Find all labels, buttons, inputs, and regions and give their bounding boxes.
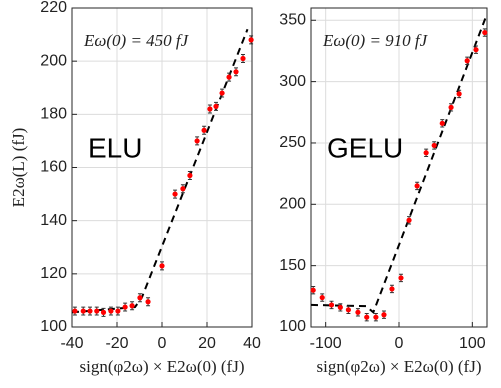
data-point (180, 186, 186, 192)
data-point (115, 308, 121, 314)
x-tick-label: 40 (243, 335, 261, 352)
data-point (145, 299, 151, 305)
panel-label: GELU (327, 132, 403, 163)
data-point (248, 37, 254, 43)
x-axis-label: sign(φ2ω) × E2ω(0) (fJ) (80, 357, 245, 376)
data-point (137, 295, 143, 301)
data-point (219, 90, 225, 96)
data-point (233, 69, 239, 75)
data-point (100, 309, 107, 315)
y-tick-label: 100 (279, 318, 306, 335)
data-point (337, 304, 343, 310)
data-point (129, 303, 135, 309)
y-tick-label: 200 (279, 196, 306, 213)
y-tick-label: 180 (40, 106, 67, 123)
data-point (464, 58, 470, 64)
data-point (439, 120, 445, 126)
data-point (482, 29, 488, 36)
data-point (448, 104, 454, 110)
data-point (345, 307, 351, 313)
panel-label: ELU (88, 132, 142, 163)
plot-frame (310, 7, 488, 328)
data-point (122, 304, 128, 310)
data-point (72, 308, 78, 314)
data-point (389, 286, 395, 292)
data-point (473, 47, 479, 53)
x-axis-label: sign(φ2ω) × E2ω(0) (fJ) (317, 357, 482, 376)
y-tick-label: 120 (40, 265, 67, 282)
x-tick-label: 0 (158, 335, 167, 352)
fit-line (71, 28, 249, 314)
x-tick-label: 0 (395, 335, 404, 352)
plot-frame (71, 7, 253, 328)
fit-line (310, 17, 487, 314)
data-point (364, 314, 370, 320)
data-point (240, 55, 246, 62)
annotation: Eω(0) = 450 fJ (83, 31, 190, 50)
data-point (456, 91, 462, 97)
x-tick-label: -100 (310, 335, 342, 352)
y-tick-label: 150 (279, 257, 306, 274)
data-point (328, 302, 335, 308)
data-point (423, 150, 429, 156)
data-point (207, 106, 213, 112)
data-point (226, 74, 232, 80)
annotation: Eω(0) = 910 fJ (322, 31, 429, 50)
data-point (194, 138, 200, 144)
data-point (94, 308, 100, 314)
data-point (310, 287, 316, 293)
data-point (172, 191, 178, 197)
data-point (398, 275, 404, 281)
data-point (319, 294, 325, 301)
x-tick-label: 20 (198, 335, 216, 352)
y-axis-label: E2ω(L) (fJ) (9, 128, 28, 208)
y-tick-label: 160 (40, 159, 67, 176)
x-tick-label: -20 (105, 335, 128, 352)
data-point (414, 183, 420, 189)
data-point (187, 172, 193, 179)
data-point (80, 308, 86, 314)
data-point (108, 308, 114, 314)
y-tick-label: 250 (279, 134, 306, 151)
data-point (381, 312, 387, 318)
x-tick-label: -40 (60, 335, 83, 352)
data-point (213, 103, 219, 109)
y-tick-label: 100 (40, 318, 67, 335)
data-point (431, 142, 437, 149)
y-tick-label: 220 (40, 0, 67, 16)
x-tick-label: 100 (459, 335, 486, 352)
y-tick-label: 300 (279, 73, 306, 90)
data-point (201, 127, 207, 133)
data-point (159, 263, 165, 269)
y-tick-label: 200 (40, 52, 67, 69)
y-tick-label: 140 (40, 212, 67, 229)
data-point (373, 314, 379, 320)
data-point (355, 309, 361, 315)
data-point (406, 217, 412, 223)
data-point (87, 308, 93, 314)
y-tick-label: 350 (279, 11, 306, 28)
